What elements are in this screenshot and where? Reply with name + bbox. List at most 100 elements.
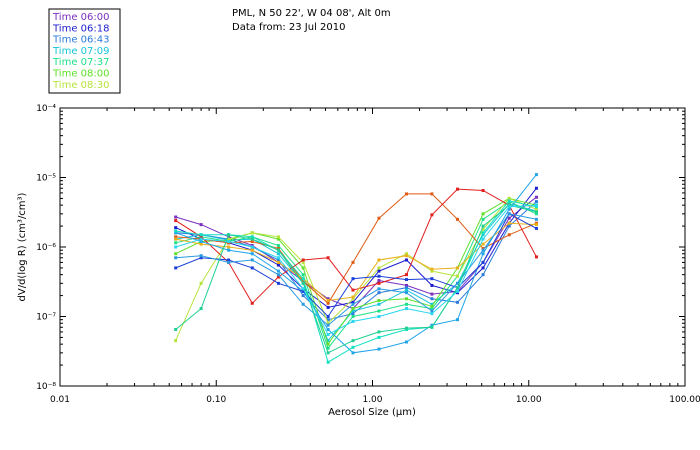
x-tick-label: 10.00: [516, 395, 542, 405]
data-point: [351, 260, 355, 264]
data-point: [174, 229, 178, 233]
y-tick-label: 10⁻⁶: [36, 243, 56, 253]
data-point: [250, 301, 254, 305]
data-point: [430, 213, 434, 217]
data-point: [534, 226, 538, 230]
data-point: [456, 274, 460, 278]
data-point: [507, 205, 511, 209]
data-point: [199, 239, 203, 243]
data-point: [351, 297, 355, 301]
data-point: [276, 247, 280, 251]
data-point: [430, 292, 434, 296]
data-point: [276, 244, 280, 248]
data-point: [456, 266, 460, 270]
legend-entry: Time 08:30: [52, 80, 109, 91]
data-point: [326, 256, 330, 260]
data-point: [227, 245, 231, 249]
data-point: [276, 252, 280, 256]
data-point: [430, 269, 434, 273]
data-point: [326, 297, 330, 301]
data-point: [301, 289, 305, 293]
series-13: [174, 212, 538, 327]
data-point: [404, 192, 408, 196]
data-point: [174, 241, 178, 245]
data-point: [481, 248, 485, 252]
data-point: [276, 237, 280, 241]
data-point: [430, 312, 434, 316]
data-point: [351, 345, 355, 349]
series-6: [174, 196, 538, 343]
data-point: [351, 277, 355, 281]
data-point: [507, 221, 511, 225]
data-point: [250, 245, 254, 249]
data-point: [456, 187, 460, 191]
y-tick-label: 10⁻⁷: [36, 313, 56, 323]
data-point: [430, 267, 434, 271]
data-point: [351, 295, 355, 299]
data-point: [377, 335, 381, 339]
data-point: [377, 274, 381, 278]
data-point: [404, 340, 408, 344]
data-point: [301, 266, 305, 270]
data-point: [301, 277, 305, 281]
data-point: [534, 207, 538, 211]
data-point: [174, 219, 178, 223]
data-point: [377, 302, 381, 306]
data-point: [481, 273, 485, 277]
data-point: [250, 231, 254, 235]
data-point: [301, 260, 305, 264]
legend-box: [48, 8, 121, 94]
data-point: [227, 239, 231, 243]
data-point: [377, 216, 381, 220]
data-point: [456, 217, 460, 221]
data-point: [534, 255, 538, 259]
data-point: [250, 258, 254, 262]
data-point: [430, 192, 434, 196]
data-point: [199, 237, 203, 241]
data-point: [481, 227, 485, 231]
data-point: [301, 279, 305, 283]
data-point: [276, 235, 280, 239]
x-axis-label: Aerosol Size (μm): [328, 407, 416, 418]
data-point: [250, 266, 254, 270]
data-point: [174, 266, 178, 270]
legend-entry: Time 07:37: [52, 57, 109, 68]
legend-entry: Time 08:00: [52, 69, 109, 80]
data-point: [377, 266, 381, 270]
data-point: [250, 252, 254, 256]
data-point: [456, 300, 460, 304]
data-point: [326, 342, 330, 346]
data-point: [507, 233, 511, 237]
data-point: [430, 304, 434, 308]
data-point: [430, 302, 434, 306]
data-point: [199, 281, 203, 285]
data-point: [534, 205, 538, 209]
data-point: [326, 315, 330, 318]
data-point: [377, 269, 381, 273]
data-point: [377, 258, 381, 262]
data-point: [404, 288, 408, 292]
data-point: [377, 347, 381, 351]
data-point: [276, 258, 280, 262]
data-point: [250, 248, 254, 252]
data-point: [326, 333, 330, 337]
data-point: [301, 258, 305, 262]
series-15: [174, 203, 538, 337]
data-point: [199, 233, 203, 237]
data-point: [301, 287, 305, 291]
data-point: [276, 263, 280, 267]
data-point: [430, 277, 434, 281]
data-point: [199, 254, 203, 258]
data-point: [351, 288, 355, 292]
data-point: [534, 212, 538, 216]
data-point: [534, 173, 538, 177]
x-tick-label: 0.01: [50, 395, 70, 405]
data-point: [351, 302, 355, 306]
data-point: [227, 237, 231, 241]
data-point: [481, 242, 485, 246]
data-point: [404, 258, 408, 262]
data-point: [174, 237, 178, 241]
data-point: [276, 248, 280, 252]
data-point: [351, 351, 355, 355]
data-point: [351, 300, 355, 304]
